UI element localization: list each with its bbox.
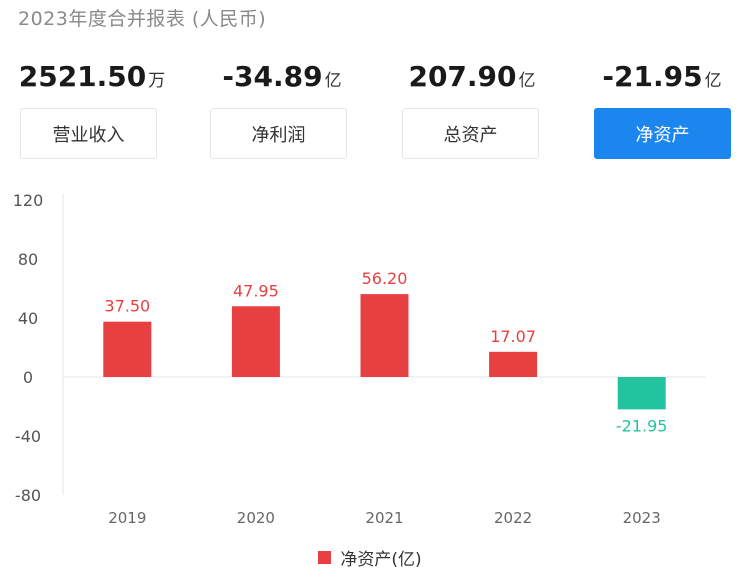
- x-tick-label-2022: 2022: [494, 509, 532, 527]
- legend-swatch: [318, 551, 332, 564]
- metric-net-assets-unit: 亿: [704, 71, 722, 91]
- tab-net-profit[interactable]: 净利润: [210, 108, 347, 159]
- metric-net-assets: -21.95 亿: [577, 60, 740, 93]
- x-tick-label-2023: 2023: [623, 509, 661, 527]
- metric-net-assets-value: -21.95: [602, 60, 703, 93]
- metric-revenue: 2521.50 万: [7, 60, 177, 93]
- tab-total-assets[interactable]: 总资产: [402, 108, 539, 159]
- y-tick-label: 40: [18, 309, 38, 328]
- metric-total-assets-value: 207.90: [408, 60, 517, 93]
- metric-net-profit-value: -34.89: [222, 60, 323, 93]
- x-tick-label-2019: 2019: [108, 509, 146, 527]
- metric-net-profit: -34.89 亿: [197, 60, 367, 93]
- bar-2019: [103, 321, 152, 377]
- x-tick-label-2021: 2021: [365, 509, 403, 527]
- net-assets-bar-chart: 120 80 40 0 -40 -80 37.50 2019 47.95 2020 56.20 202…: [13, 191, 706, 527]
- y-tick-label: 0: [23, 368, 33, 387]
- metric-total-assets-unit: 亿: [518, 71, 536, 91]
- tab-net-assets[interactable]: 净资产: [594, 108, 731, 159]
- bar-2021: [360, 294, 409, 377]
- data-label-2019: 37.50: [104, 297, 150, 316]
- metric-revenue-value: 2521.50: [18, 60, 147, 93]
- legend-label: 净资产(亿): [340, 550, 422, 570]
- bar-2020: [231, 306, 280, 377]
- metric-net-profit-unit: 亿: [324, 71, 342, 91]
- y-tick-label: 120: [13, 191, 44, 210]
- tab-revenue[interactable]: 营业收入: [20, 108, 157, 159]
- data-label-2021: 56.20: [362, 269, 408, 288]
- report-title: 2023年度合并报表 (人民币): [18, 8, 267, 30]
- data-label-2022: 17.07: [490, 327, 536, 346]
- bar-2022: [489, 351, 538, 377]
- data-label-2023: -21.95: [616, 416, 668, 435]
- y-tick-label: -40: [15, 427, 41, 446]
- y-tick-label: -80: [15, 486, 41, 505]
- metric-total-assets: 207.90 亿: [387, 60, 557, 93]
- chart-legend: 净资产(亿): [0, 545, 740, 570]
- x-tick-label-2020: 2020: [237, 509, 275, 527]
- y-tick-label: 80: [18, 250, 38, 269]
- metric-revenue-unit: 万: [148, 71, 166, 91]
- data-label-2020: 47.95: [233, 281, 279, 300]
- bar-2023: [617, 377, 666, 410]
